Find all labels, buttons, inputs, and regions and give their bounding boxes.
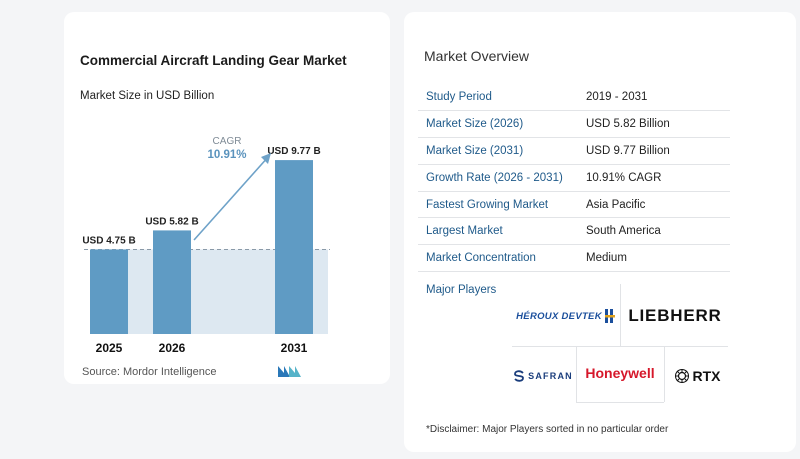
logo-divider bbox=[620, 284, 621, 346]
mordor-logo-icon bbox=[278, 366, 301, 377]
overview-value: USD 9.77 Billion bbox=[578, 137, 730, 165]
disclaimer-text: *Disclaimer: Major Players sorted in no … bbox=[426, 424, 669, 435]
overview-key: Market Size (2031) bbox=[418, 137, 578, 165]
heroux-mark-icon bbox=[604, 309, 615, 323]
overview-row: Study Period 2019 - 2031 bbox=[418, 84, 730, 112]
source-text: Source: Mordor Intelligence bbox=[82, 366, 217, 378]
logo-divider bbox=[576, 402, 664, 403]
bar-value-label: USD 5.82 B bbox=[145, 216, 198, 227]
overview-row: Fastest Growing Market Asia Pacific bbox=[418, 191, 730, 219]
x-tick-label: 2025 bbox=[96, 341, 123, 355]
chart-subtitle: Market Size in USD Billion bbox=[80, 90, 215, 102]
overview-value: South America bbox=[578, 217, 730, 246]
overview-key: Market Size (2026) bbox=[418, 110, 578, 139]
overview-value: 10.91% CAGR bbox=[578, 164, 730, 192]
overview-value: USD 5.82 Billion bbox=[578, 110, 730, 139]
overview-key: Market Concentration bbox=[418, 244, 578, 273]
major-players-label: Major Players bbox=[426, 284, 497, 296]
bar-value-label: USD 9.77 B bbox=[267, 146, 320, 157]
logo-divider bbox=[664, 346, 665, 402]
bar bbox=[153, 230, 191, 334]
safran-logo: SAFRAN bbox=[512, 362, 574, 390]
bar bbox=[275, 160, 313, 334]
overview-value: Asia Pacific bbox=[578, 191, 730, 219]
bar-value-label: USD 4.75 B bbox=[82, 235, 135, 246]
overview-row: Growth Rate (2026 - 2031) 10.91% CAGR bbox=[418, 164, 730, 192]
market-overview-panel: Market Overview Study Period 2019 - 2031 M… bbox=[404, 12, 796, 452]
overview-row: Market Concentration Medium bbox=[418, 244, 730, 273]
cagr-label: CAGR bbox=[213, 136, 242, 147]
overview-value: Medium bbox=[578, 244, 730, 273]
overview-key: Largest Market bbox=[418, 217, 578, 246]
logo-divider bbox=[512, 346, 728, 347]
overview-key: Growth Rate (2026 - 2031) bbox=[418, 164, 578, 192]
safran-swirl-icon bbox=[514, 370, 525, 382]
overview-row: Market Size (2026) USD 5.82 Billion bbox=[418, 110, 730, 139]
chart-card: Commercial Aircraft Landing Gear Market … bbox=[64, 12, 390, 384]
rtx-logo: RTX bbox=[666, 362, 728, 390]
liebherr-logo: LIEBHERR bbox=[628, 306, 722, 325]
overview-title: Market Overview bbox=[424, 48, 530, 64]
honeywell-logo: Honeywell bbox=[585, 365, 655, 381]
overview-key: Study Period bbox=[418, 84, 578, 112]
logo-divider bbox=[576, 346, 577, 402]
bar bbox=[90, 249, 128, 334]
cagr-arrow bbox=[193, 155, 270, 241]
heroux-devtek-logo: HÉROUX DEVTEK bbox=[514, 302, 618, 330]
cagr-arrowhead-icon bbox=[261, 153, 271, 164]
chart-title: Commercial Aircraft Landing Gear Market bbox=[80, 53, 347, 68]
x-tick-label: 2026 bbox=[159, 341, 186, 355]
overview-row: Market Size (2031) USD 9.77 Billion bbox=[418, 137, 730, 165]
overview-key: Fastest Growing Market bbox=[418, 191, 578, 219]
cagr-value: 10.91% bbox=[207, 149, 246, 161]
overview-row: Largest Market South America bbox=[418, 217, 730, 246]
bar-chart: USD 4.75 B 2025 USD 5.82 B 2026 USD 9.77 B 20… bbox=[82, 136, 330, 355]
rtx-burst-icon bbox=[674, 369, 689, 383]
overview-value: 2019 - 2031 bbox=[578, 84, 730, 112]
x-tick-label: 2031 bbox=[281, 341, 308, 355]
overview-table: Study Period 2019 - 2031 Market Size (2026… bbox=[418, 84, 730, 273]
